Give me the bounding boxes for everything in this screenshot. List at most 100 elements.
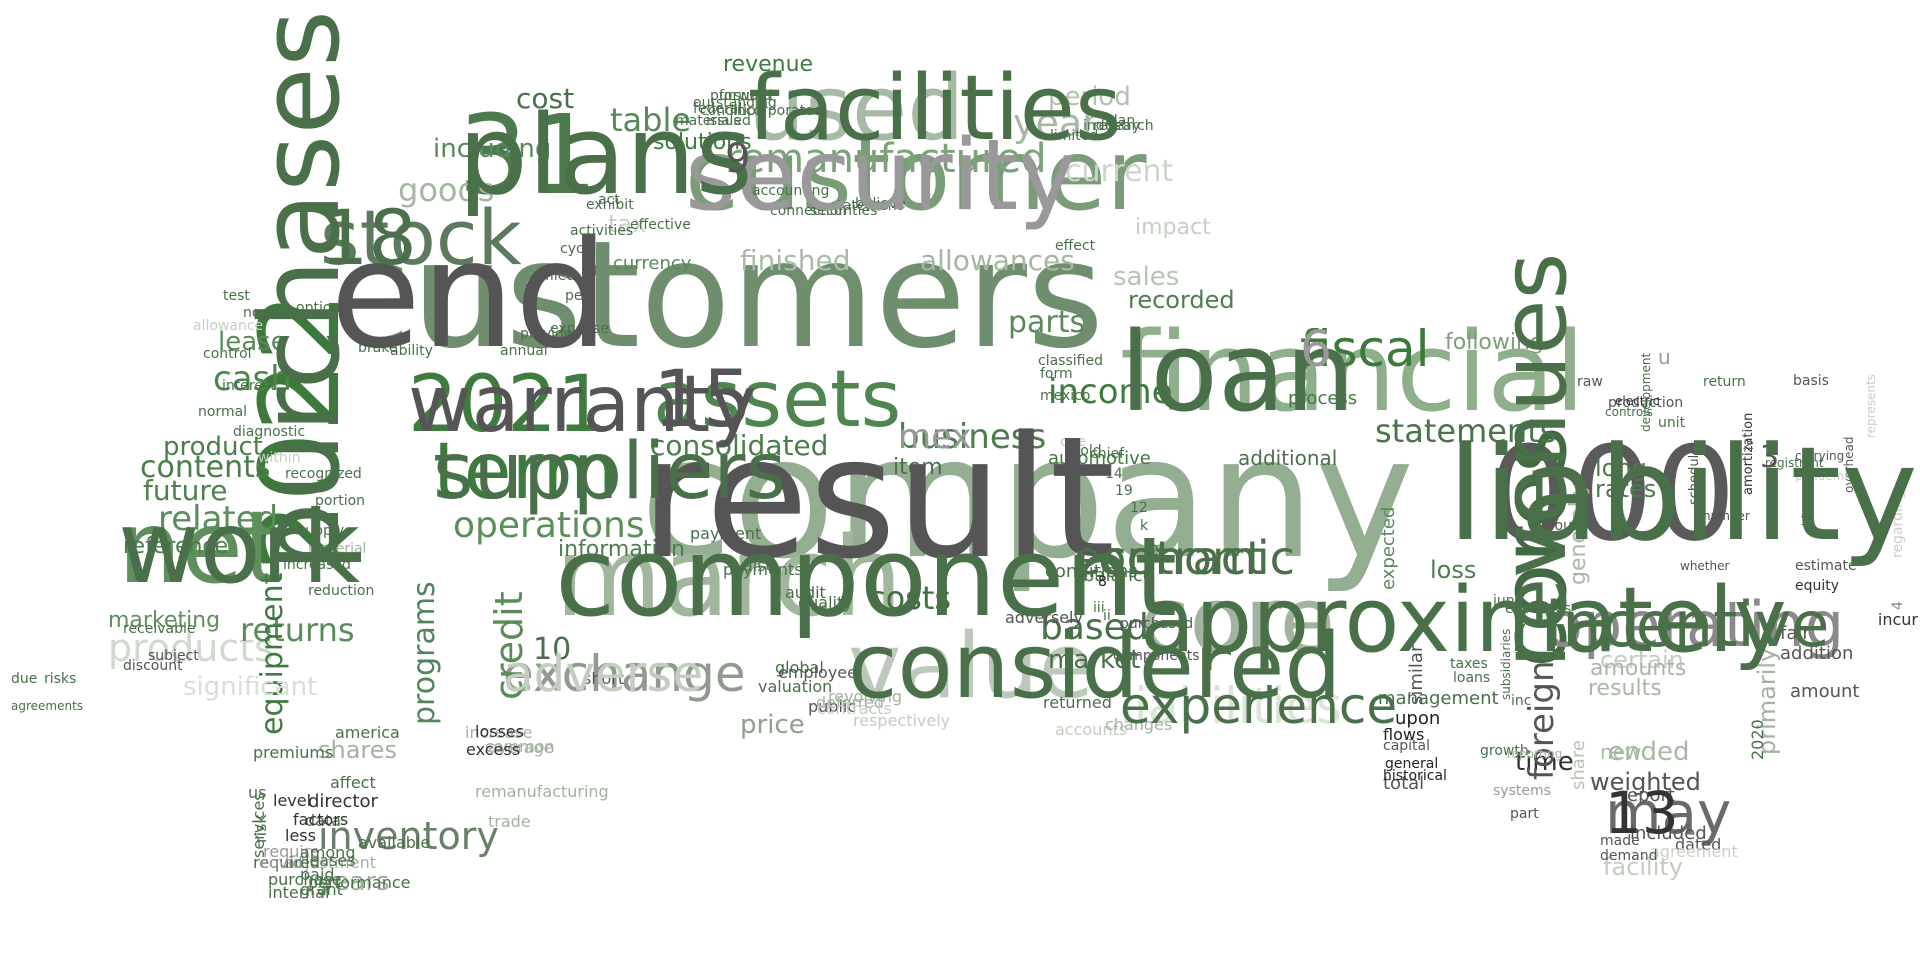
word-cloud-word: part [1510,805,1539,822]
word-cloud-word: mexico [1040,387,1091,404]
word-cloud-word: operations [453,505,645,547]
word-cloud-word: among [300,842,356,862]
word-cloud-word: 2020 [1748,719,1767,760]
word-cloud-word: systems [1493,782,1551,799]
word-cloud-word: also [743,555,776,575]
word-cloud-word: limited [1050,127,1099,144]
word-cloud-word: results [1588,675,1662,701]
word-cloud-word: march [555,512,903,641]
word-cloud-word: brake [358,339,398,356]
word-cloud-word: purchased [1120,615,1194,632]
word-cloud-word: 1 [1800,514,1808,529]
word-cloud-word: public [808,696,857,716]
word-cloud-word: june [1493,592,1524,609]
word-cloud-word: end [330,208,609,381]
word-cloud-word: agreements [11,699,84,714]
word-cloud-word: chief [1090,445,1125,462]
word-cloud-word: agreement [1650,841,1738,861]
word-cloud-word: suppliers [433,427,787,518]
word-cloud-word: classified [1038,352,1103,369]
word-cloud-word: required [253,852,321,872]
word-cloud-word: recorded [1128,286,1235,315]
word-cloud-word: one [1060,433,1087,450]
word-cloud-word: industry [1083,117,1141,134]
word-cloud-word: allowances [920,244,1075,278]
word-cloud-word: balance [1083,565,1154,587]
word-cloud-word: marketing [108,607,221,633]
word-cloud-word: america [335,722,400,742]
word-cloud-word: premiums [253,742,334,762]
word-cloud-word: period [1048,81,1131,112]
word-cloud-word: inventory [318,813,499,858]
word-cloud-word: returned [1043,692,1112,712]
word-cloud-word: equity [1795,577,1840,594]
word-cloud-word: basis [1793,372,1829,389]
word-cloud-word: accounting [752,182,830,199]
word-cloud-word: used [748,56,965,162]
word-cloud-word: 8 [1098,573,1107,590]
word-cloud-word: components [1113,647,1200,664]
word-cloud-word: total [1383,773,1425,795]
word-cloud-word: production [1608,394,1684,411]
word-cloud-word: management [1378,688,1499,710]
word-cloud-word: issued [706,112,751,129]
word-cloud-word: short [583,668,625,688]
word-cloud-word: filed [545,267,576,284]
word-cloud-word: pursuant [710,87,773,104]
word-cloud-word: 15 [653,355,753,446]
word-cloud-word: contracts [817,698,892,718]
word-cloud-word: factors [293,809,349,829]
word-cloud-word: certain [1600,646,1684,675]
word-cloud-word: loss [1430,556,1477,585]
word-cloud-word: employee [778,662,857,682]
word-cloud-word: excess [466,739,521,759]
word-cloud-word: financial [1120,307,1586,436]
word-cloud-word: upon [1395,708,1441,730]
word-cloud-word: significant [183,671,318,702]
word-cloud-word: payments [723,559,803,579]
word-cloud-word: amounts [1590,655,1687,681]
word-cloud-word: audit [785,582,826,602]
word-cloud-word: term [433,427,619,518]
word-cloud-word: demand [1600,847,1658,864]
word-cloud-word: economic [1073,531,1295,586]
word-cloud-word: paid [300,864,335,884]
word-cloud-word: electric [1615,394,1660,409]
word-cloud-word: weighted [1590,768,1701,797]
word-cloud-word: affect [330,772,376,792]
word-cloud-word: liability [1447,418,1918,571]
word-cloud-word: made [1600,832,1640,849]
word-cloud-word: exhibit [586,196,634,213]
word-cloud-word: flows [1383,724,1425,744]
word-cloud-word: iii [1093,599,1105,616]
word-cloud-word: experience [1120,677,1398,735]
word-cloud-word: provided [520,325,582,342]
word-cloud-word: supply [298,522,345,539]
word-cloud-word: raw [1577,373,1603,390]
word-cloud-word: costs [868,578,952,617]
word-cloud-word: market [1048,644,1141,675]
word-cloud-word: may [1605,779,1732,848]
word-cloud-word: income [1048,372,1173,413]
word-cloud-word: item [893,454,943,480]
word-cloud-word: leases [305,850,356,870]
word-cloud-word: available [358,832,431,852]
word-cloud-word: mex [898,417,972,458]
word-cloud-word: returns [240,610,355,649]
word-cloud-word: losses [475,721,525,741]
word-cloud-word: activities [570,222,634,239]
word-cloud-word: adversely [1005,607,1083,627]
word-cloud-word: annual [500,342,548,359]
word-cloud-word: lease [218,326,287,357]
word-cloud-word: company [640,400,1415,597]
word-cloud-word: tax [608,210,647,239]
word-cloud-word: covid [260,852,303,872]
word-cloud-word: expense [550,320,609,337]
word-cloud-word: diagnostic [233,423,306,440]
word-cloud-word: inc [1511,692,1532,709]
word-cloud-word: effective [630,216,691,233]
word-cloud-word: research [1093,117,1154,134]
word-cloud-word: customer [685,118,1147,233]
word-cloud-word: deferred [816,692,884,712]
word-cloud-word: 000 [1488,418,1737,571]
